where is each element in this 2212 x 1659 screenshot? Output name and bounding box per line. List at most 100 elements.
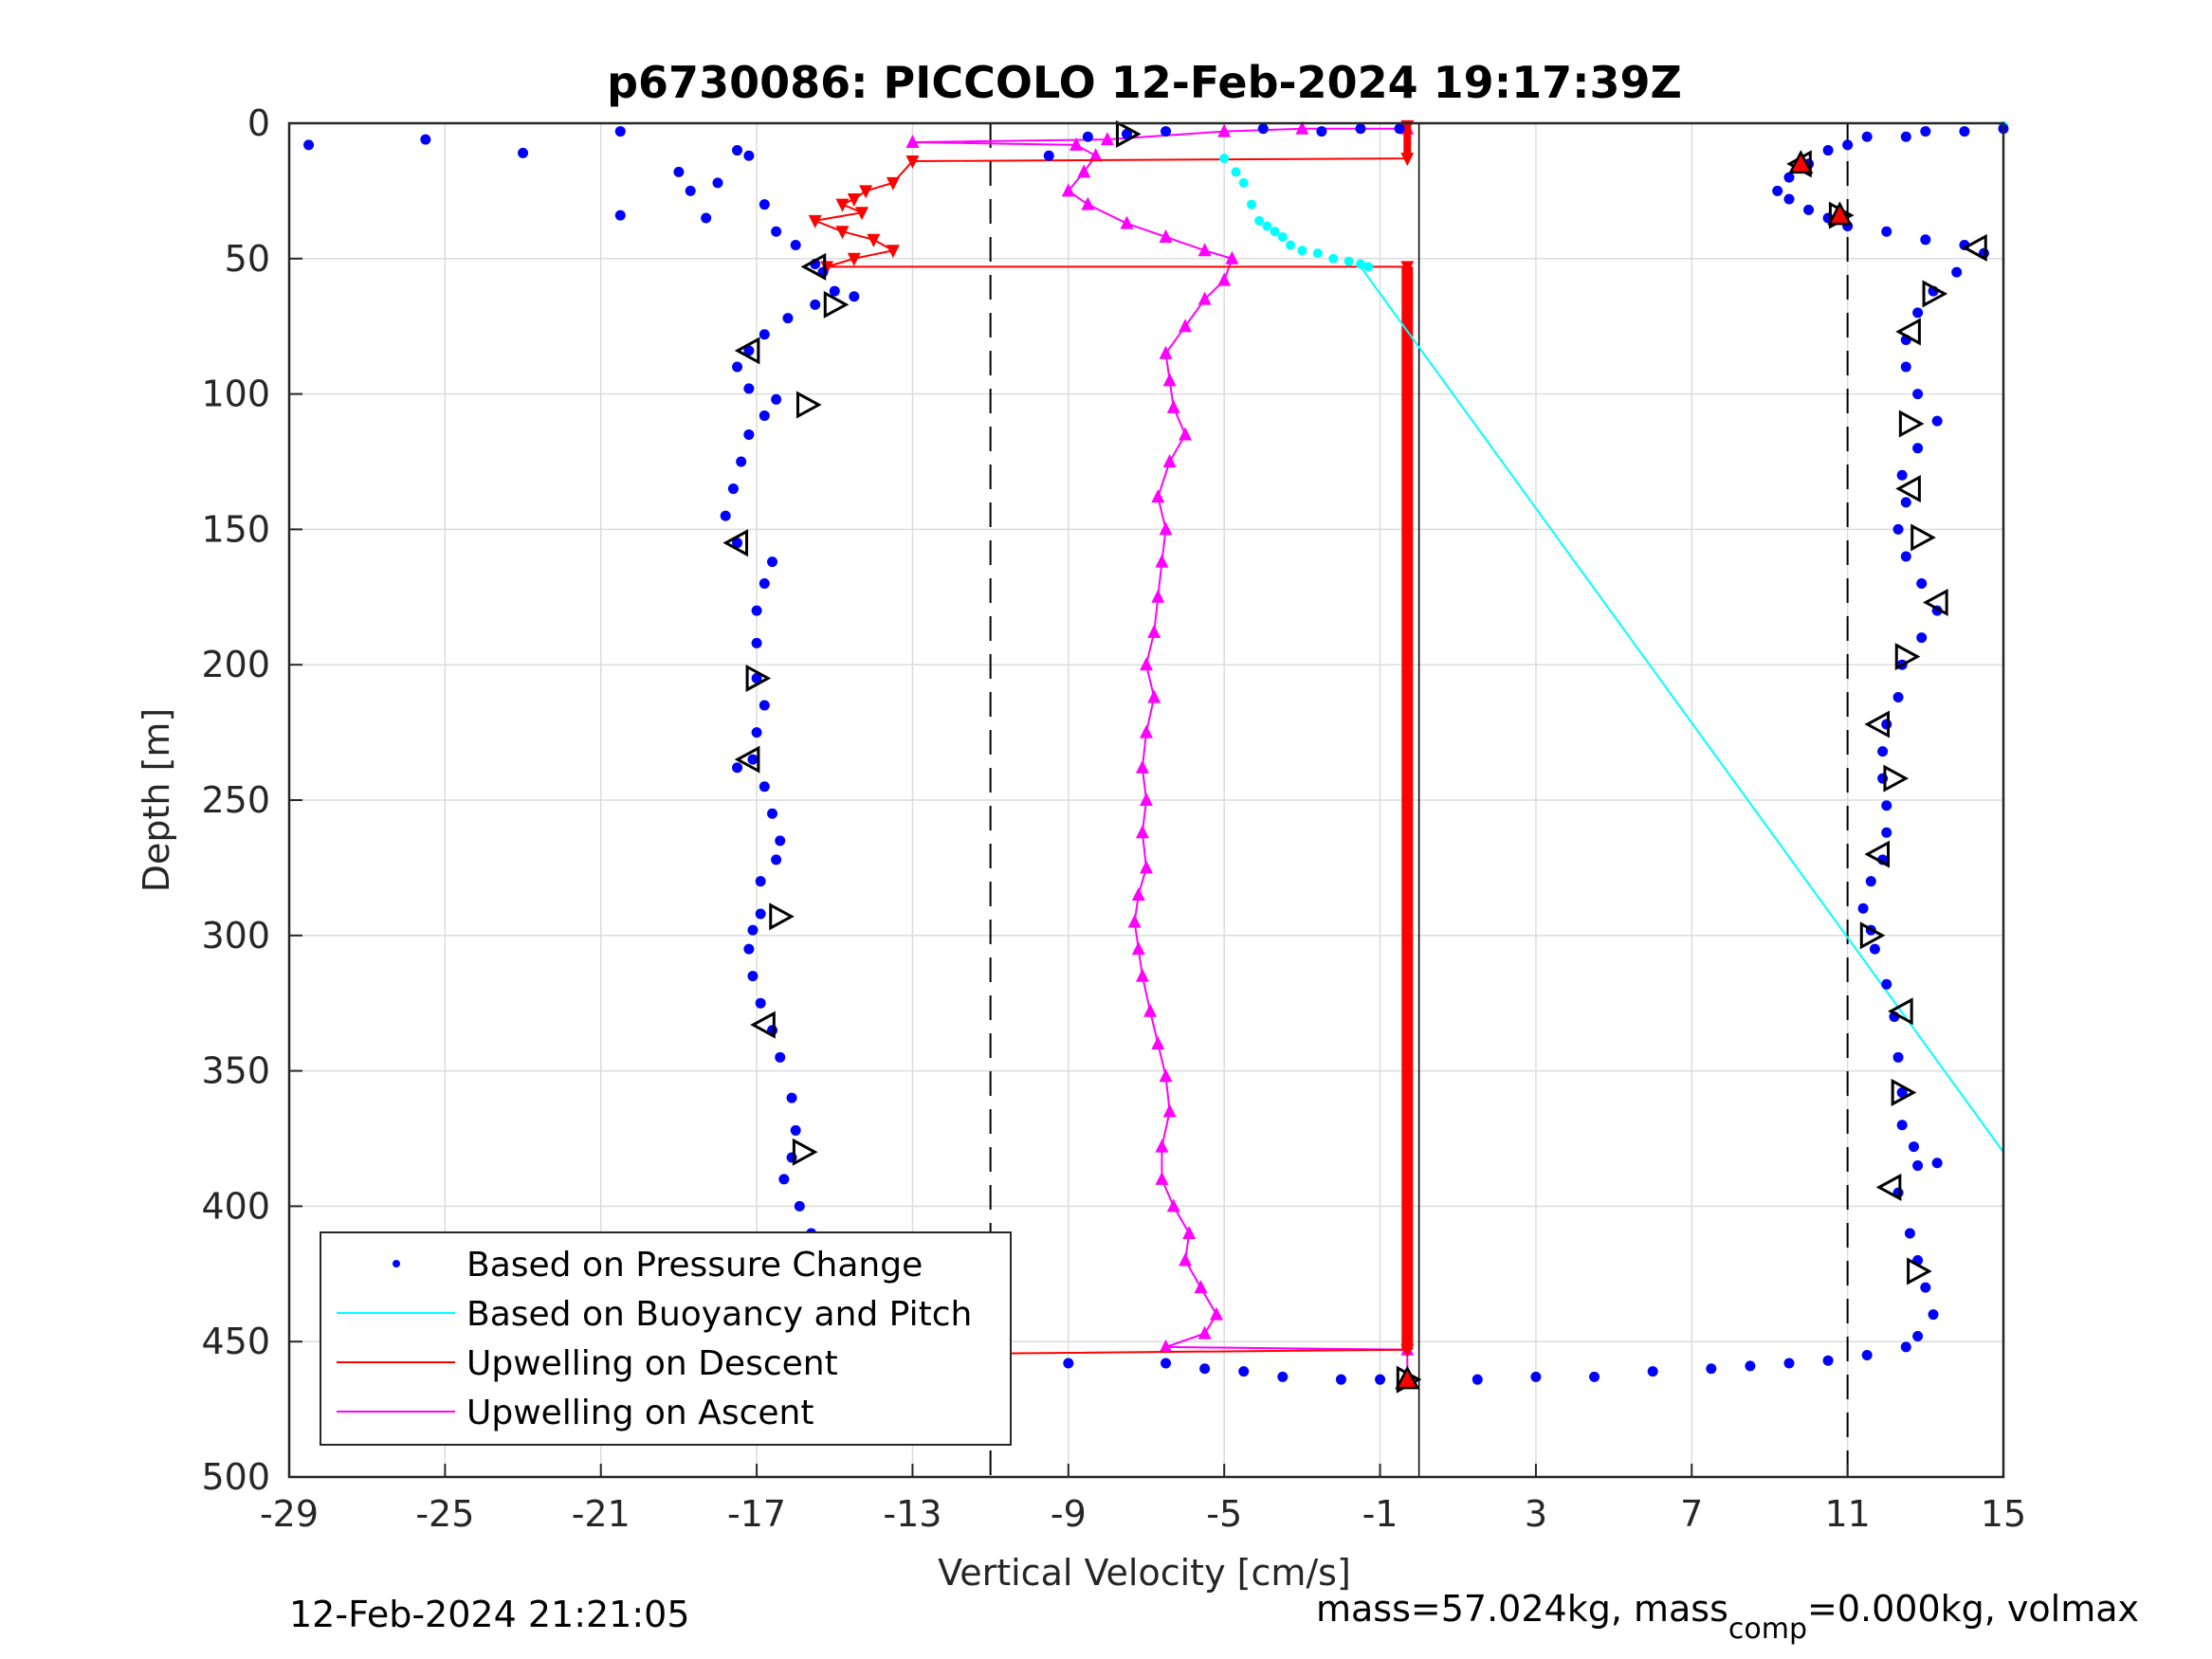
pressure-change-point — [747, 971, 759, 982]
pressure-change-point — [1881, 719, 1892, 730]
x-tick-label: -9 — [1051, 1493, 1087, 1535]
buoyancy-pitch-point — [1356, 259, 1365, 269]
profile-marker-triangle — [1864, 840, 1891, 868]
pressure-change-point — [1865, 876, 1876, 887]
pressure-change-point — [1900, 131, 1911, 142]
x-tick-label: -25 — [415, 1493, 474, 1535]
buoyancy-pitch-point — [1231, 167, 1241, 177]
ascent-upwelling-point — [1127, 914, 1142, 928]
pressure-change-point — [1063, 1358, 1074, 1369]
footer-mass-suffix: =0.000kg, volmax — [1807, 1588, 2139, 1630]
pressure-change-point — [1877, 746, 1889, 757]
descent-upwelling-point — [835, 226, 850, 240]
pressure-change-point — [1783, 193, 1795, 205]
ascent-upwelling-point — [1197, 1325, 1212, 1340]
ascent-upwelling-point — [1147, 689, 1161, 703]
ascent-upwelling-point — [1166, 399, 1180, 413]
pressure-change-point — [1896, 1120, 1908, 1131]
buoyancy-pitch-point — [1363, 262, 1374, 272]
profile-end-marker — [1827, 201, 1853, 226]
ascent-upwelling-point — [1159, 1068, 1173, 1083]
x-tick-label: -5 — [1206, 1493, 1242, 1535]
pressure-change-point — [1706, 1363, 1717, 1375]
pressure-change-point — [1881, 978, 1892, 990]
buoyancy-pitch-point — [1277, 231, 1288, 242]
pressure-change-point — [1881, 827, 1892, 838]
descent-upwelling-point — [808, 214, 822, 228]
pressure-change-point — [1920, 126, 1931, 137]
pressure-change-point — [1783, 1358, 1795, 1369]
pressure-change-point — [759, 578, 770, 590]
pressure-change-point — [759, 700, 770, 711]
descent-upwelling-point — [847, 192, 861, 207]
ascent-upwelling-point — [1135, 759, 1149, 774]
pressure-change-point — [1822, 1355, 1834, 1366]
descent-upwelling-point — [859, 185, 873, 199]
pressure-change-point — [1530, 1371, 1542, 1382]
profile-marker-triangle — [1923, 588, 1948, 617]
footer-mass-info: mass=57.024kg, masscomp=0.000kg, volmax — [1316, 1588, 2139, 1646]
y-tick-label: 200 — [201, 644, 270, 685]
ascent-upwelling-point — [1147, 624, 1161, 638]
ascent-upwelling-point — [1135, 825, 1149, 839]
y-tick-label: 400 — [201, 1185, 270, 1227]
pressure-change-point — [1920, 234, 1931, 246]
ascent-upwelling-point — [1140, 793, 1153, 806]
pressure-change-point — [732, 361, 743, 373]
x-tick-label: -1 — [1362, 1493, 1398, 1535]
legend: Based on Pressure Change Based on Buoyan… — [320, 1231, 1012, 1446]
ascent-upwelling-point — [1151, 489, 1165, 503]
descent-upwelling-point — [855, 207, 869, 221]
pressure-change-point — [849, 291, 860, 302]
ascent-upwelling-point — [1179, 319, 1193, 333]
chart-title: p6730086: PICCOLO 12-Feb-2024 19:17:39Z — [607, 57, 1682, 108]
ascent-upwelling-point — [1179, 427, 1193, 441]
legend-label-buoyancy: Based on Buoyancy and Pitch — [466, 1295, 972, 1334]
buoyancy-pitch-point — [1344, 256, 1354, 266]
pressure-change-point — [701, 212, 712, 224]
profile-marker-triangle — [796, 391, 822, 419]
pressure-change-point — [1783, 172, 1795, 183]
pressure-change-point — [614, 210, 626, 221]
pressure-change-point — [767, 808, 778, 819]
ascent-upwelling-point — [1209, 1306, 1223, 1321]
ascent-upwelling-point — [1155, 1171, 1169, 1185]
pressure-change-point — [1082, 131, 1093, 142]
profile-marker-triangle — [1907, 1257, 1932, 1285]
profile-marker-triangle — [1895, 318, 1921, 346]
pressure-change-point — [751, 672, 762, 684]
ascent-upwelling-point — [1179, 1252, 1193, 1267]
pressure-change-point — [782, 313, 794, 324]
pressure-change-point — [767, 556, 778, 568]
pressure-change-point — [747, 754, 759, 765]
pressure-change-point — [1904, 1228, 1915, 1239]
x-tick-label: 7 — [1680, 1493, 1703, 1535]
ascent-upwelling-point — [1120, 215, 1134, 229]
descent-upwelling-point — [847, 252, 861, 266]
pressure-change-point — [1647, 1366, 1658, 1377]
x-tick-label: 11 — [1824, 1493, 1870, 1535]
pressure-change-point — [810, 299, 821, 310]
pressure-change-point — [727, 483, 739, 495]
profile-marker-triangle — [1883, 764, 1910, 793]
pressure-change-point — [775, 1051, 786, 1063]
ascent-upwelling-point — [1088, 148, 1103, 162]
pressure-change-point — [1277, 1371, 1289, 1382]
pressure-change-point — [751, 727, 762, 738]
ascent-upwelling-point — [1159, 1339, 1173, 1353]
pressure-change-point — [1951, 266, 1963, 278]
ascent-upwelling-point — [1225, 250, 1239, 264]
x-ticks: -29 -25 -21 -17 -13 -9 -5 -1 3 7 11 15 — [260, 1464, 2026, 1535]
profile-marker-triangle — [1910, 523, 1936, 552]
profile-marker-triangle — [792, 1138, 818, 1166]
ascent-upwelling-point — [1151, 1036, 1165, 1050]
pressure-change-point — [1912, 389, 1924, 400]
pressure-change-point — [1316, 126, 1327, 137]
y-tick-label: 300 — [201, 915, 270, 957]
pressure-change-point — [786, 1092, 797, 1103]
ascent-upwelling-point — [1131, 941, 1145, 956]
pressure-change-point — [743, 150, 755, 161]
pressure-change-point — [673, 166, 685, 177]
pressure-change-point — [1589, 1371, 1600, 1382]
y-tick-label: 250 — [201, 779, 270, 821]
